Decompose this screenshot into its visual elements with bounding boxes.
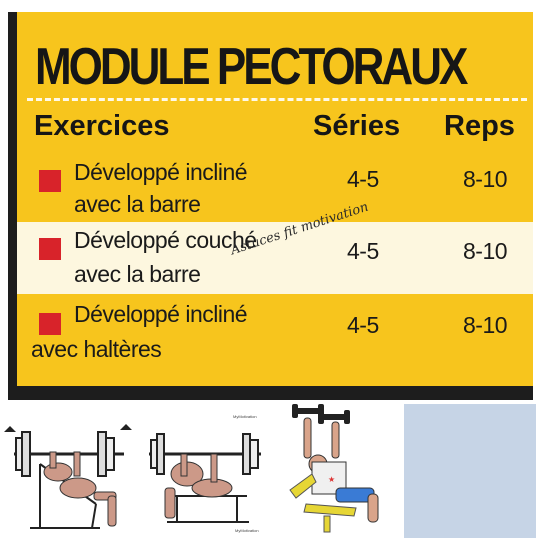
red-square-marker [39,313,61,335]
table-row: Développé couché avec la barre 4-5 8-10 [17,222,533,294]
reps-value: 8-10 [463,238,508,264]
exercise-card: MODULE PECTORAUX Exercices Séries Reps D… [8,12,533,400]
yellow-panel: MODULE PECTORAUX Exercices Séries Reps D… [17,12,533,386]
credit-label: MyMotivation [233,414,257,419]
exercise-line-2: avec la barre [74,261,201,287]
dumbbell-incline-press-illustration: ★ [276,404,400,538]
header-sets: Séries [313,110,401,142]
barbell-bench-press-illustration: MyMotivation MyMotivation [137,404,275,538]
header-exercises: Exercices [34,110,170,142]
sets-value: 4-5 [347,166,379,192]
card-title: MODULE PECTORAUX [35,38,468,96]
reps-value: 8-10 [463,166,508,192]
sets-value: 4-5 [347,312,379,338]
table-row: Développé incliné avec haltères 4-5 8-10 [17,296,533,376]
exercise-line-1: Développé couché [74,227,257,253]
reps-value: 8-10 [463,312,508,338]
red-square-marker [39,238,61,260]
exercise-line-1: Développé incliné [74,301,248,327]
exercise-line-2: avec haltères [31,336,162,362]
header-reps: Reps [444,110,515,142]
barbell-incline-press-illustration [0,404,135,538]
dashed-divider [27,98,527,101]
sets-value: 4-5 [347,238,379,264]
blank-panel [404,404,536,538]
shirt-logo-icon: ★ [328,475,335,484]
credit-label: MyMotivation [235,528,259,533]
exercise-line-2: avec la barre [74,191,201,217]
red-square-marker [39,170,61,192]
table-row: Développé incliné avec la barre 4-5 8-10 [17,154,533,222]
exercise-line-1: Développé incliné [74,159,248,185]
